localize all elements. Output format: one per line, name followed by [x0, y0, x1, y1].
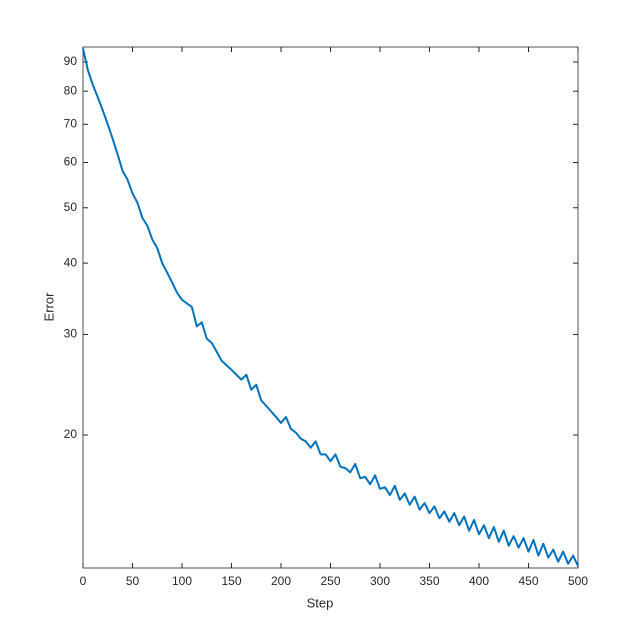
x-tick-label: 300 [370, 574, 390, 588]
x-tick-label: 0 [80, 574, 87, 588]
x-tick-label: 250 [320, 574, 340, 588]
y-tick-label: 40 [64, 255, 78, 269]
y-tick-label: 30 [64, 327, 78, 341]
y-tick-label: 70 [64, 116, 78, 130]
x-axis-label: Step [307, 595, 334, 610]
y-tick-label: 60 [64, 155, 78, 169]
y-tick-label: 80 [64, 83, 78, 97]
x-tick-label: 450 [518, 574, 538, 588]
y-tick-label: 90 [64, 54, 78, 68]
x-tick-label: 200 [271, 574, 291, 588]
y-tick-label: 20 [64, 427, 78, 441]
y-axis-label: Error [41, 292, 56, 322]
plot-area [82, 46, 579, 569]
x-tick-label: 150 [221, 574, 241, 588]
x-tick-label: 350 [419, 574, 439, 588]
x-tick-label: 100 [172, 574, 192, 588]
x-tick-label: 50 [126, 574, 140, 588]
x-tick-label: 500 [568, 574, 588, 588]
data-line [82, 48, 579, 567]
y-tick-label: 50 [64, 200, 78, 214]
x-tick-label: 400 [469, 574, 489, 588]
